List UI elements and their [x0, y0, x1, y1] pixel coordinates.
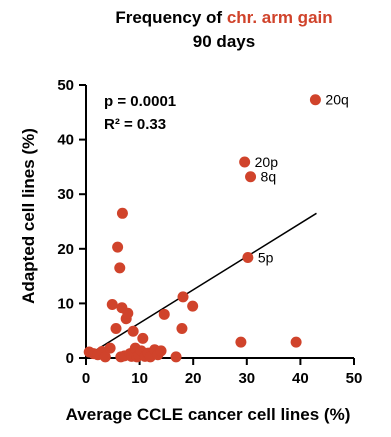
data-point — [155, 345, 167, 357]
data-point — [187, 300, 199, 312]
x-tick-label: 50 — [346, 370, 363, 387]
x-tick-label: 40 — [292, 370, 309, 387]
x-tick-label: 10 — [131, 370, 148, 387]
p-value-label: p = 0.0001 — [104, 93, 176, 110]
data-point — [99, 351, 111, 363]
y-tick-label: 10 — [57, 295, 74, 312]
labeled-data-point — [242, 252, 254, 264]
y-axis-label: Adapted cell lines (%) — [19, 128, 38, 304]
data-point — [290, 336, 302, 348]
point-label: 20q — [325, 92, 348, 108]
y-tick-label: 20 — [57, 241, 74, 258]
chart-title-prefix: Frequency of — [115, 8, 226, 27]
y-tick-label: 40 — [57, 132, 74, 149]
labeled-data-point — [309, 94, 321, 106]
points-layer — [83, 94, 321, 363]
chart-title-highlight: chr. arm gain — [227, 8, 333, 27]
r-squared-label: R² = 0.33 — [104, 116, 166, 133]
x-tick-label: 0 — [82, 370, 90, 387]
chart-subtitle: 90 days — [193, 32, 255, 51]
data-point — [235, 336, 247, 348]
data-point — [170, 351, 182, 363]
data-point — [127, 325, 139, 337]
regression-layer — [85, 212, 317, 357]
data-point — [114, 262, 126, 274]
data-point — [176, 323, 188, 335]
point-label: 5p — [258, 250, 274, 266]
x-tick-label: 20 — [185, 370, 202, 387]
y-tick-label: 0 — [66, 350, 74, 367]
chart-title: Frequency of chr. arm gain — [115, 8, 332, 27]
point-label: 20p — [255, 154, 279, 170]
data-point — [112, 241, 124, 253]
data-point — [122, 307, 134, 319]
labeled-data-point — [245, 171, 257, 183]
data-point — [104, 342, 116, 354]
data-point — [158, 308, 170, 320]
data-point — [110, 323, 122, 335]
data-point — [177, 291, 189, 303]
x-tick-label: 30 — [238, 370, 255, 387]
regression-line — [85, 212, 317, 357]
labeled-data-point — [239, 156, 251, 168]
y-tick-label: 30 — [57, 186, 74, 203]
data-point — [116, 207, 128, 219]
y-tick-label: 50 — [57, 77, 74, 94]
data-point — [106, 298, 118, 310]
x-axis-label: Average CCLE cancer cell lines (%) — [66, 405, 351, 424]
data-point — [137, 332, 149, 344]
axes: 0 10 20 30 40 50 0 10 20 30 40 50 — [57, 77, 362, 387]
point-label: 8q — [261, 169, 277, 185]
